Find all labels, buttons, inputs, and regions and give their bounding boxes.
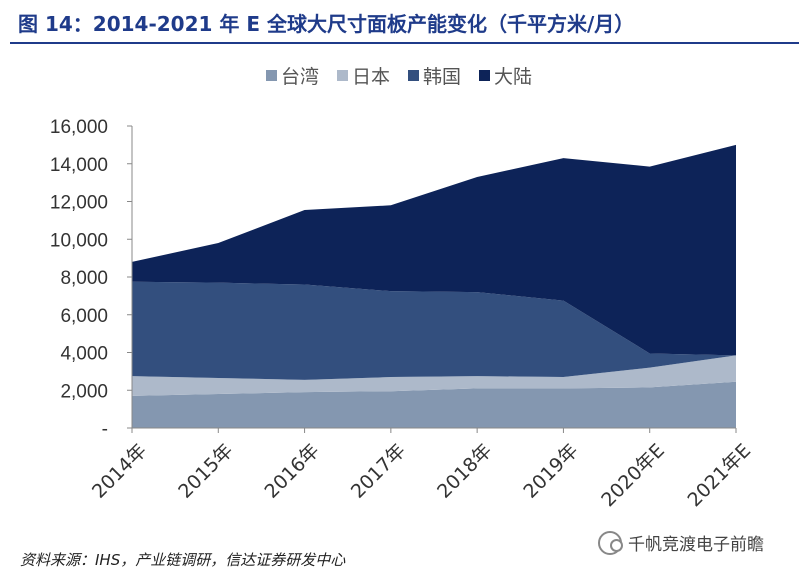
area-series	[132, 355, 736, 396]
area-series	[132, 281, 736, 380]
legend-swatch	[266, 70, 277, 81]
watermark-text: 千帆竞渡电子前瞻	[628, 535, 764, 555]
x-tick-label: 2019年	[519, 440, 582, 503]
legend-label: 日本	[352, 66, 391, 88]
x-tick-label: 2016年	[261, 440, 324, 503]
x-tick-label: 2014年	[88, 440, 151, 503]
x-tick-label: 2015年	[174, 440, 237, 503]
y-tick-label: 12,000	[50, 193, 108, 214]
y-tick-label: 4,000	[60, 344, 108, 365]
y-tick-label: 14,000	[50, 155, 108, 176]
legend-label: 大陆	[494, 66, 533, 88]
chart-legend: 台湾 日本 韩国 大陆	[266, 62, 532, 89]
x-tick-label: 2021年E	[683, 440, 755, 512]
wechat-icon	[598, 530, 623, 555]
legend-item: 日本	[337, 62, 390, 89]
legend-item: 韩国	[408, 62, 461, 89]
legend-swatch	[479, 70, 491, 81]
figure-title: 图 14：2014-2021 年 E 全球大尺寸面板产能变化（千平方米/月）	[18, 12, 635, 36]
legend-label: 韩国	[423, 66, 462, 88]
title-divider	[10, 42, 799, 44]
legend-swatch	[408, 70, 420, 81]
legend-item: 台湾	[266, 62, 319, 89]
legend-label: 台湾	[281, 66, 320, 88]
watermark: 千帆竞渡电子前瞻	[598, 530, 764, 555]
legend-item: 大陆	[479, 62, 532, 89]
y-tick-label: 2,000	[60, 381, 108, 402]
source-note: 资料来源：IHS，产业链调研，信达证券研发中心	[20, 551, 346, 569]
y-tick-label: -	[102, 419, 108, 440]
x-tick-label: 2020年E	[597, 440, 669, 512]
y-tick-label: 6,000	[60, 306, 108, 327]
x-tick-label: 2017年	[347, 440, 410, 503]
area-series	[132, 381, 736, 428]
y-tick-label: 10,000	[50, 230, 108, 251]
legend-swatch	[337, 70, 349, 81]
x-tick-label: 2018年	[433, 440, 496, 503]
area-series	[132, 144, 736, 356]
y-tick-label: 8,000	[60, 268, 108, 289]
y-tick-label: 16,000	[50, 117, 108, 138]
